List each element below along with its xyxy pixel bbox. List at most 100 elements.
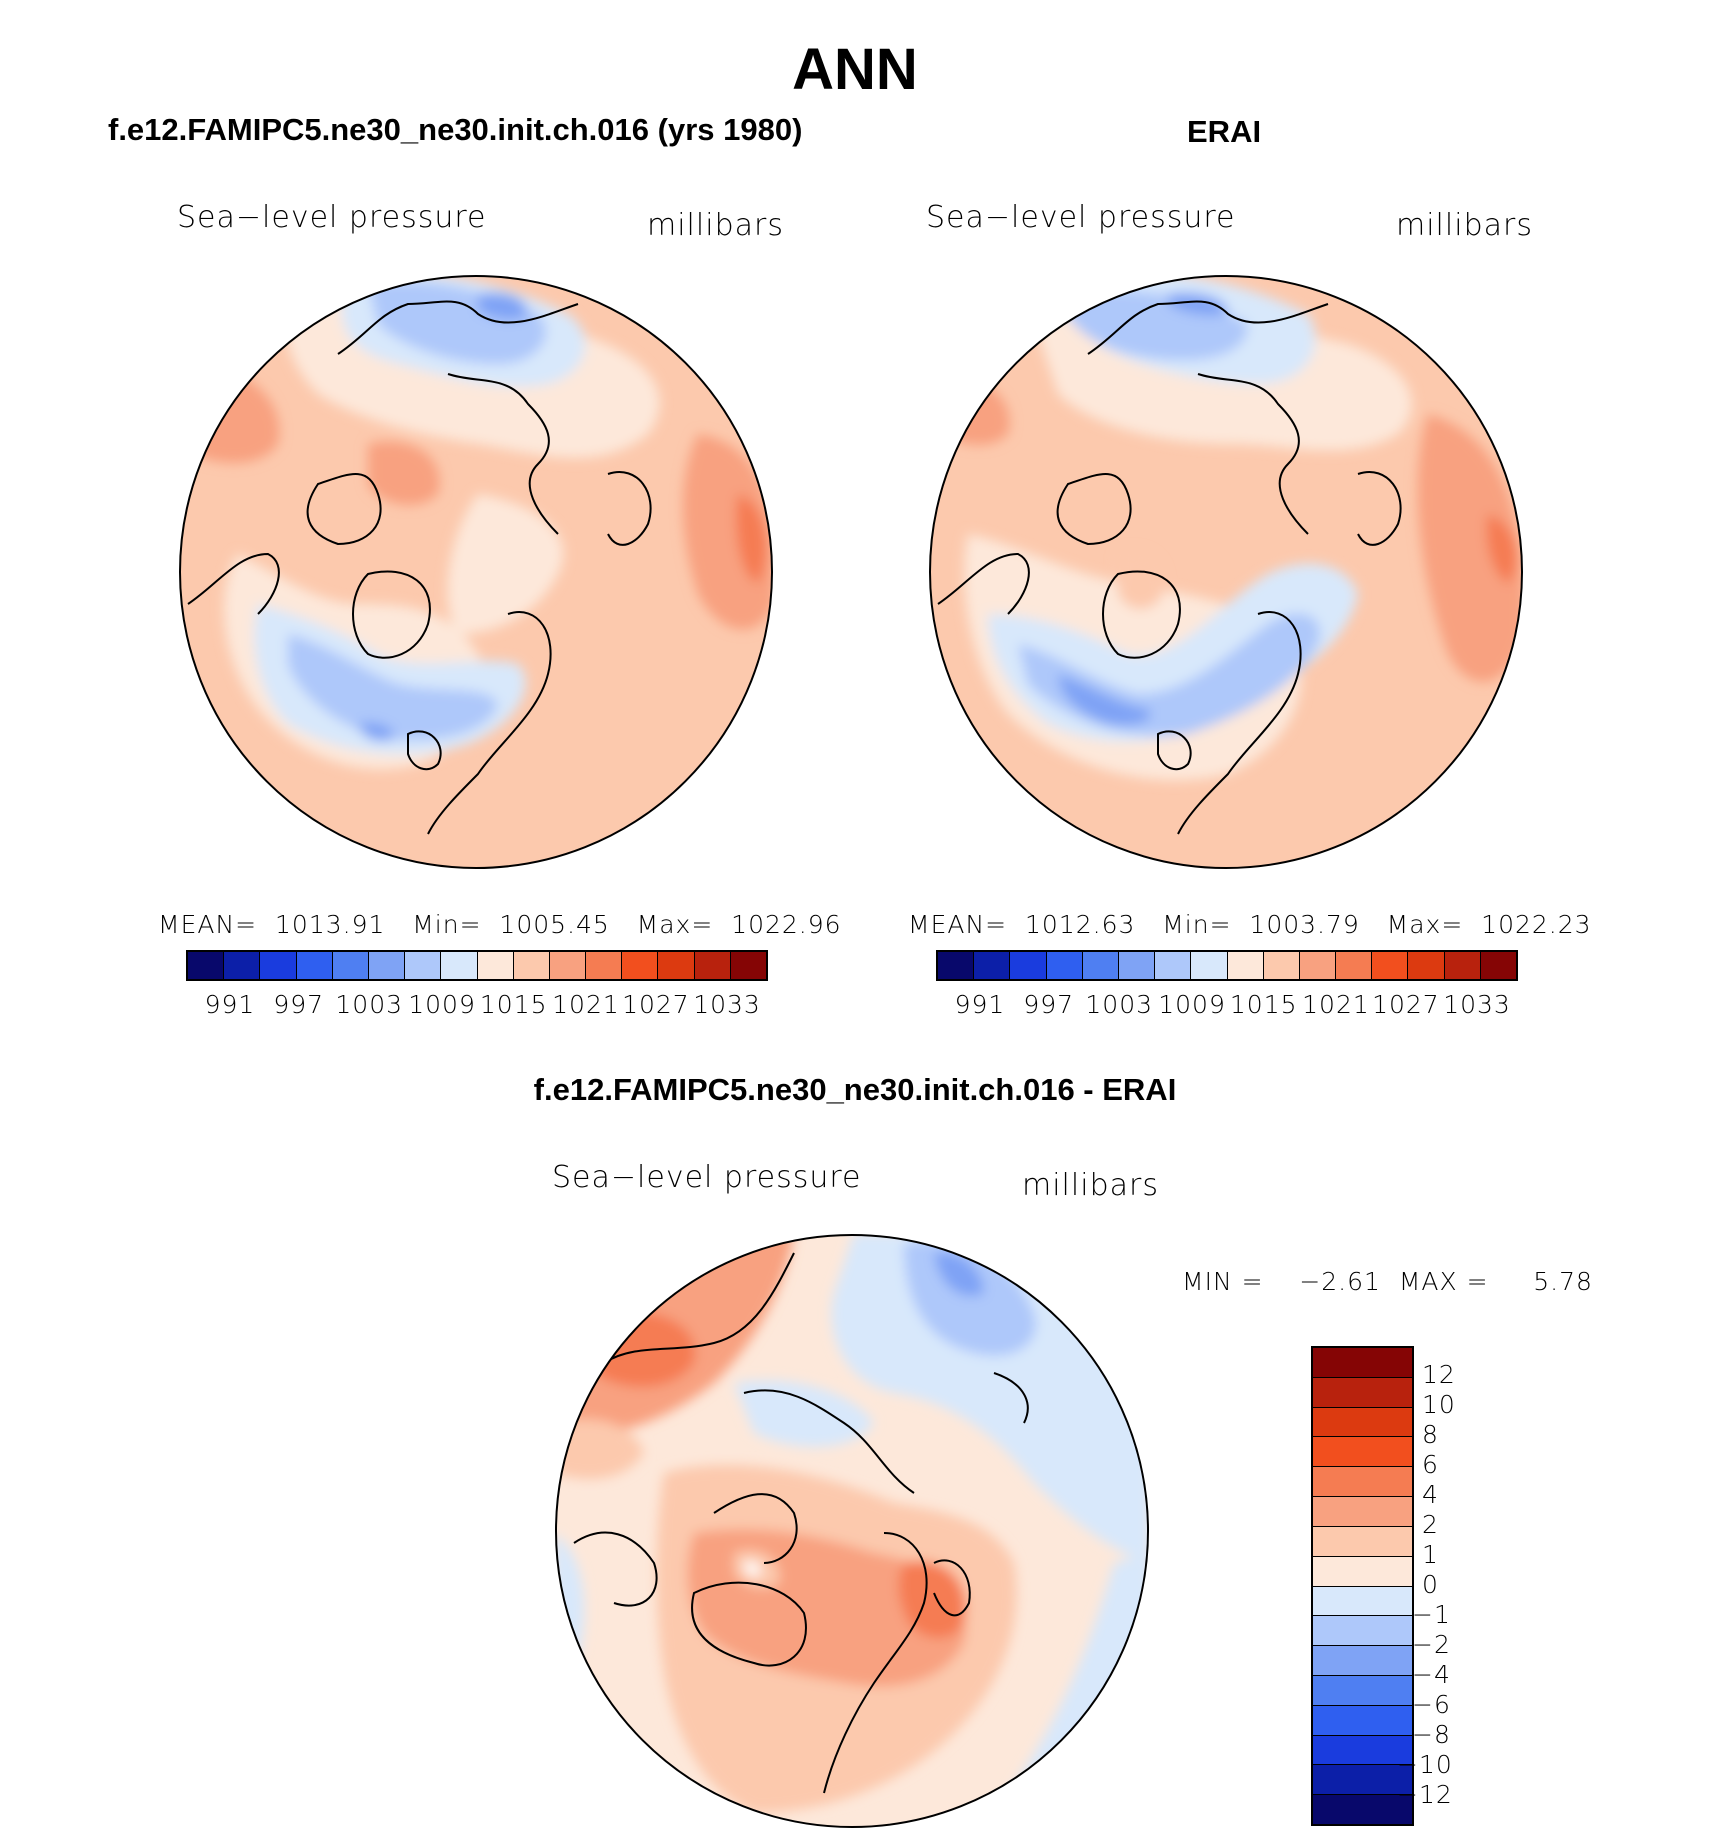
difference-units-label: millibars (1022, 1168, 1159, 1203)
panel-2-units-label: millibars (1396, 208, 1533, 243)
colorbar-tick: −12 (1397, 1780, 1453, 1809)
colorbar-tick: 1027 (622, 990, 690, 1019)
panel-1-variable-label: Sea−level pressure (177, 200, 487, 235)
colorbar-tick: 1021 (1302, 990, 1370, 1019)
colorbar-swatch (1082, 952, 1119, 979)
colorbar-tick: 12 (1422, 1360, 1456, 1389)
colorbar-tick: 991 (954, 990, 1006, 1019)
colorbar-swatch (296, 952, 333, 979)
difference-title: f.e12.FAMIPC5.ne30_ne30.init.ch.016 - ER… (533, 1072, 1177, 1107)
colorbar-tick: 1009 (1158, 990, 1226, 1019)
colorbar-swatch (1313, 1646, 1412, 1676)
colorbar-tick: 1 (1422, 1540, 1439, 1569)
panel-1-colorbar (186, 950, 768, 981)
colorbar-tick: 10 (1422, 1390, 1456, 1419)
colorbar-swatch (1372, 952, 1409, 979)
panel-2-polar-map (929, 275, 1523, 869)
colorbar-swatch (1313, 1467, 1412, 1498)
main-title: ANN (792, 37, 918, 102)
colorbar-swatch (1313, 1765, 1412, 1796)
colorbar-swatch (730, 952, 766, 979)
colorbar-swatch (332, 952, 369, 979)
panel-1-title: f.e12.FAMIPC5.ne30_ne30.init.ch.016 (yrs… (108, 112, 803, 147)
colorbar-swatch (586, 952, 623, 979)
colorbar-tick: 4 (1422, 1480, 1439, 1509)
colorbar-swatch (1313, 1705, 1412, 1736)
colorbar-tick: 1003 (1085, 990, 1154, 1019)
colorbar-swatch (1313, 1735, 1412, 1766)
colorbar-swatch (477, 952, 514, 979)
colorbar-tick: −8 (1412, 1720, 1451, 1749)
difference-stats: MIN = −2.61 MAX = 5.78 (1182, 1267, 1593, 1296)
colorbar-swatch (658, 952, 695, 979)
colorbar-tick: 0 (1422, 1570, 1439, 1599)
colorbar-swatch (1313, 1556, 1412, 1587)
colorbar-swatch (1313, 1675, 1412, 1706)
colorbar-swatch (549, 952, 587, 979)
colorbar-tick: 1021 (552, 990, 620, 1019)
colorbar-swatch (368, 952, 406, 979)
colorbar-tick: 8 (1422, 1420, 1439, 1449)
colorbar-swatch (1313, 1407, 1412, 1438)
difference-polar-map (555, 1234, 1149, 1828)
panel-1-units-label: millibars (647, 208, 784, 243)
colorbar-swatch (1155, 952, 1192, 979)
colorbar-swatch (1010, 952, 1047, 979)
colorbar-swatch (1313, 1497, 1412, 1527)
colorbar-swatch (1299, 952, 1337, 979)
colorbar-swatch (1313, 1616, 1412, 1647)
colorbar-tick: 997 (1023, 990, 1075, 1019)
panel-1-colorbar-ticks: 991 997 1003 1009 1015 1021 1027 1033 (186, 990, 764, 1020)
colorbar-swatch (1313, 1795, 1412, 1824)
colorbar-tick: 997 (273, 990, 325, 1019)
panel-1-polar-map (179, 275, 773, 869)
colorbar-swatch (938, 952, 975, 979)
colorbar-tick: 1003 (335, 990, 404, 1019)
panel-2-title: ERAI (1187, 114, 1262, 149)
colorbar-tick: 1033 (1443, 990, 1511, 1019)
colorbar-tick: 1009 (408, 990, 476, 1019)
colorbar-tick: −6 (1412, 1690, 1451, 1719)
colorbar-swatch (622, 952, 659, 979)
colorbar-tick: 1015 (1229, 990, 1298, 1019)
colorbar-swatch (1313, 1348, 1412, 1378)
colorbar-tick: −4 (1412, 1660, 1451, 1689)
colorbar-tick: 1015 (479, 990, 548, 1019)
colorbar-swatch (1444, 952, 1481, 979)
colorbar-swatch (1336, 952, 1373, 979)
difference-colorbar-ticks: 12 10 8 6 4 2 1 0 −1 −2 −4 −6 −8 −10 −12 (1397, 1346, 1522, 1822)
colorbar-swatch (1313, 1377, 1412, 1408)
colorbar-tick: 2 (1422, 1510, 1439, 1539)
colorbar-tick: 991 (204, 990, 256, 1019)
colorbar-swatch (1313, 1437, 1412, 1468)
panel-2-colorbar-ticks: 991 997 1003 1009 1015 1021 1027 1033 (936, 990, 1514, 1020)
colorbar-swatch (513, 952, 550, 979)
panel-2-colorbar (936, 950, 1518, 981)
colorbar-swatch (694, 952, 731, 979)
colorbar-swatch (405, 952, 442, 979)
colorbar-swatch (1046, 952, 1083, 979)
colorbar-swatch (1313, 1526, 1412, 1557)
colorbar-swatch (1118, 952, 1156, 979)
difference-variable-label: Sea−level pressure (552, 1160, 862, 1195)
colorbar-swatch (1313, 1586, 1412, 1617)
colorbar-tick: −10 (1397, 1750, 1453, 1779)
colorbar-swatch (1480, 952, 1516, 979)
colorbar-swatch (1191, 952, 1228, 979)
panel-2-stats: MEAN= 1012.63 Min= 1003.79 Max= 1022.23 (908, 910, 1592, 939)
panel-1-stats: MEAN= 1013.91 Min= 1005.45 Max= 1022.96 (158, 910, 842, 939)
colorbar-swatch (1263, 952, 1300, 979)
colorbar-swatch (441, 952, 478, 979)
colorbar-swatch (1227, 952, 1264, 979)
colorbar-tick: 1027 (1372, 990, 1440, 1019)
colorbar-tick: −1 (1412, 1600, 1451, 1629)
colorbar-swatch (260, 952, 297, 979)
colorbar-tick: −2 (1412, 1630, 1451, 1659)
colorbar-swatch (224, 952, 261, 979)
colorbar-swatch (188, 952, 225, 979)
colorbar-swatch (1408, 952, 1445, 979)
panel-2-variable-label: Sea−level pressure (926, 200, 1236, 235)
colorbar-tick: 1033 (693, 990, 761, 1019)
colorbar-tick: 6 (1422, 1450, 1439, 1479)
difference-colorbar (1311, 1346, 1414, 1826)
